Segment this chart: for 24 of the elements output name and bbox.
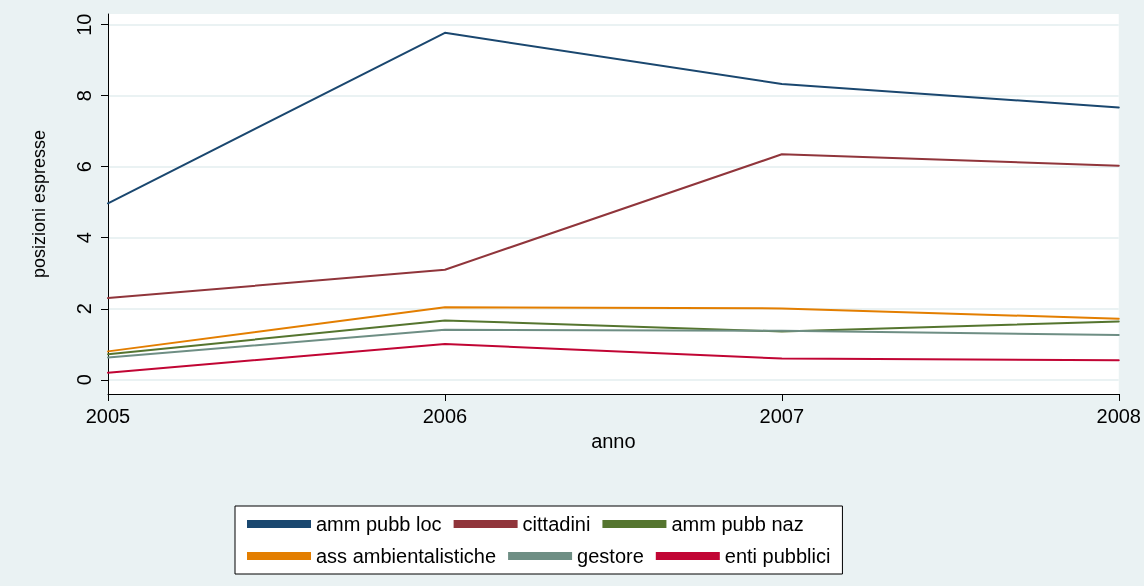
line-series — [107, 328, 1120, 359]
y-tick-label: 10 — [73, 13, 95, 36]
legend-label: gestore — [577, 545, 644, 567]
line-series — [107, 306, 1120, 353]
y-axis-title: posizioni espresse — [29, 129, 49, 279]
legend-label: amm pubb loc — [316, 513, 442, 535]
y-tick-label: 8 — [73, 90, 95, 102]
y-tick-label: 2 — [73, 303, 95, 315]
y-tick-label: 4 — [73, 232, 95, 244]
x-tick-label: 2006 — [422, 405, 468, 427]
legend-label: amm pubb naz — [671, 513, 804, 535]
line-series — [107, 31, 1120, 205]
line-series — [107, 153, 1120, 300]
legend-label: ass ambientalistiche — [316, 545, 497, 567]
x-tick-label: 2007 — [759, 405, 805, 427]
legend-label: enti pubblici — [724, 545, 831, 567]
y-tick-label: 6 — [73, 161, 95, 173]
legend-label: cittadini — [522, 513, 591, 535]
line-series — [107, 342, 1120, 374]
x-axis-title: anno — [591, 429, 636, 452]
y-tick-label: 0 — [73, 374, 95, 386]
x-tick-label: 2005 — [85, 405, 131, 427]
line-series — [107, 319, 1120, 356]
x-tick-label: 2008 — [1096, 405, 1141, 427]
